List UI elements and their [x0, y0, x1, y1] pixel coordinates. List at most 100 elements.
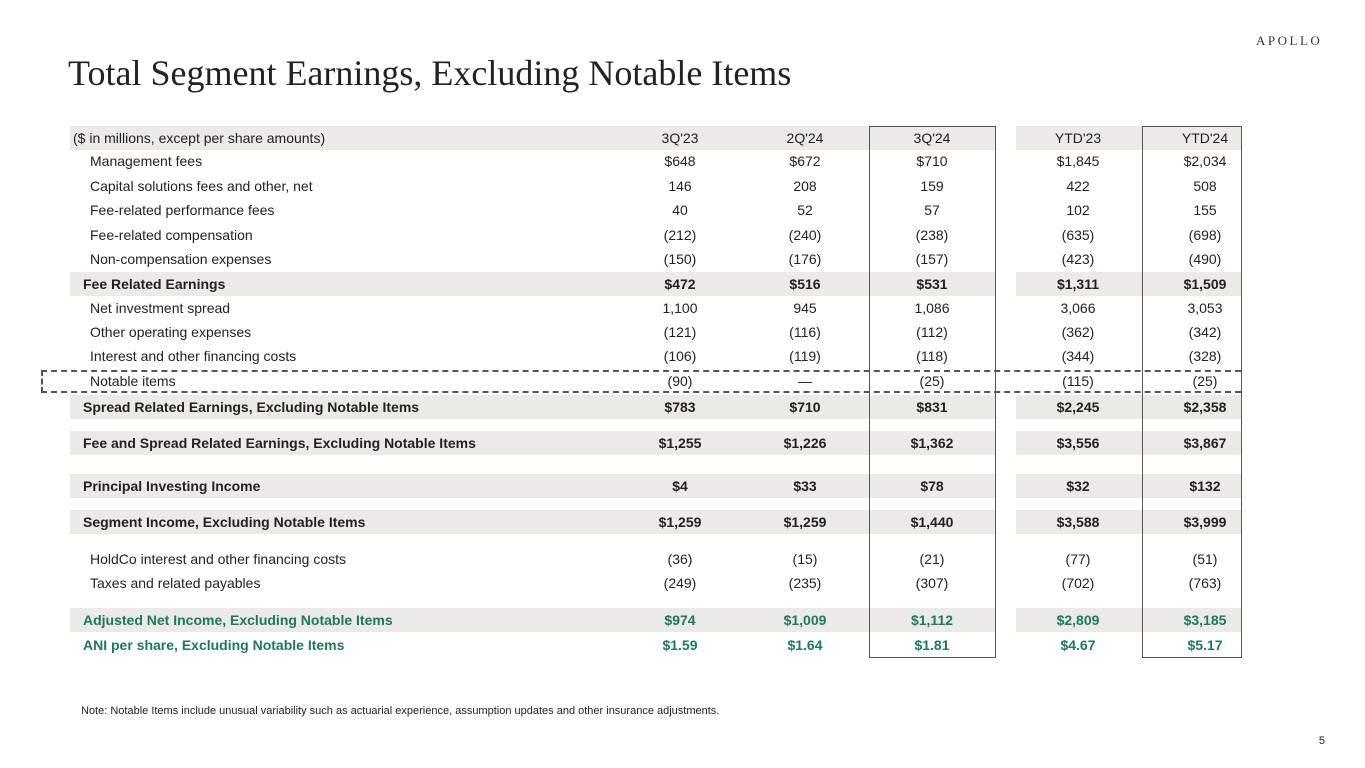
row-value: (328) — [1188, 348, 1222, 364]
table-row: Non-compensation expenses (150) (176) (157)… — [70, 247, 1241, 271]
col-header: YTD'24 — [1181, 130, 1229, 146]
row-value: 945 — [793, 300, 817, 316]
table-row: Other operating expenses (121) (116) (112) (… — [70, 320, 1241, 344]
row-label: Non-compensation expenses — [90, 251, 272, 267]
row-value: $33 — [793, 478, 817, 494]
row-value: (763) — [1188, 575, 1222, 591]
table-row: Fee Related Earnings $472 $516 $531 $1,311 $1… — [70, 272, 1241, 296]
col-header: 2Q'24 — [786, 130, 824, 146]
table-row: Spread Related Earnings, Excluding Notab… — [70, 395, 1241, 419]
row-value: (116) — [789, 324, 821, 340]
row-label: Segment Income, Excluding Notable Items — [83, 514, 366, 530]
row-value: (307) — [915, 575, 949, 591]
row-value: (423) — [1061, 251, 1095, 267]
apollo-logo: APOLLO — [1256, 33, 1323, 48]
row-value: $2,809 — [1056, 612, 1100, 628]
col-header: 3Q'23 — [661, 130, 699, 146]
row-value: (115) — [1062, 373, 1094, 389]
row-value: $472 — [664, 276, 696, 292]
row-value: $2,034 — [1183, 153, 1227, 169]
row-value: 508 — [1193, 178, 1217, 194]
table-row: Taxes and related payables (249) (235) (307… — [70, 571, 1241, 595]
row-value: $1.64 — [787, 637, 823, 653]
row-value: 155 — [1193, 202, 1217, 218]
row-value: (36) — [667, 551, 693, 567]
table-row: HoldCo interest and other financing cost… — [70, 547, 1241, 571]
table-row: Net investment spread 1,100 945 1,086 3,066 3… — [70, 296, 1241, 320]
row-value: (21) — [919, 551, 945, 567]
row-value: (698) — [1188, 227, 1222, 243]
row-value: 52 — [797, 202, 813, 218]
row-value: 146 — [668, 178, 692, 194]
row-value: 1,086 — [914, 300, 950, 316]
row-value: $3,588 — [1056, 514, 1100, 530]
row-value: $1,259 — [658, 514, 702, 530]
row-value: 3,053 — [1187, 300, 1223, 316]
row-value: $78 — [920, 478, 944, 494]
row-value: $710 — [789, 399, 821, 415]
row-value: (119) — [789, 348, 821, 364]
table-row: Fee-related performance fees 40 52 57 102 155 — [70, 198, 1241, 222]
row-value: (15) — [792, 551, 818, 567]
row-label: Spread Related Earnings, Excluding Notab… — [83, 399, 420, 415]
row-value: $531 — [916, 276, 948, 292]
row-value: $5.17 — [1187, 637, 1223, 653]
row-value: (490) — [1188, 251, 1222, 267]
row-value: $3,556 — [1056, 435, 1100, 451]
row-value: $4.67 — [1060, 637, 1096, 653]
row-value: $3,999 — [1183, 514, 1227, 530]
row-label: Fee-related performance fees — [90, 202, 275, 218]
row-label: Interest and other financing costs — [90, 348, 297, 364]
table-row: Interest and other financing costs (106) (… — [70, 344, 1241, 368]
row-value: $1,509 — [1183, 276, 1227, 292]
row-value: $1,311 — [1056, 276, 1100, 292]
table-row: Management fees $648 $672 $710 $1,845 $2,034 — [70, 149, 1241, 173]
row-value: (112) — [916, 324, 948, 340]
table-row: Fee-related compensation (212) (240) (238) (… — [70, 223, 1241, 247]
col-header: YTD'23 — [1054, 130, 1102, 146]
row-value: $710 — [916, 153, 948, 169]
row-value: 1,100 — [662, 300, 698, 316]
row-value: $1,259 — [783, 514, 827, 530]
row-value: (176) — [788, 251, 822, 267]
row-value: (25) — [919, 373, 945, 389]
row-label: Fee Related Earnings — [83, 276, 226, 292]
header-label: ($ in millions, except per share amounts… — [73, 130, 326, 146]
row-value: $1,226 — [783, 435, 827, 451]
row-value: $1.59 — [662, 637, 698, 653]
row-value: (635) — [1061, 227, 1095, 243]
row-value: $1,845 — [1056, 153, 1100, 169]
page-title: Total Segment Earnings, Excluding Notabl… — [68, 53, 792, 93]
row-value: — — [798, 373, 812, 389]
row-label: Other operating expenses — [90, 324, 252, 340]
row-value: $2,245 — [1056, 399, 1100, 415]
row-label: ANI per share, Excluding Notable Items — [83, 637, 345, 653]
table-row: Adjusted Net Income, Excluding Notable I… — [70, 608, 1241, 632]
row-value: $2,358 — [1183, 399, 1227, 415]
notable-items-highlight — [41, 370, 1241, 393]
row-label: HoldCo interest and other financing cost… — [90, 551, 347, 567]
row-label: Capital solutions fees and other, net — [90, 178, 313, 194]
footnote: Note: Notable Items include unusual vari… — [81, 705, 720, 717]
row-value: (249) — [663, 575, 697, 591]
row-value: (344) — [1061, 348, 1095, 364]
row-value: 57 — [924, 202, 940, 218]
table-row: Capital solutions fees and other, net 146… — [70, 174, 1241, 198]
row-value: $1,255 — [658, 435, 702, 451]
row-value: 3,066 — [1060, 300, 1096, 316]
row-value: (702) — [1061, 575, 1095, 591]
row-label: Net investment spread — [90, 300, 231, 316]
row-value: (51) — [1192, 551, 1218, 567]
row-value: $32 — [1066, 478, 1090, 494]
table-row: Fee and Spread Related Earnings, Excludi… — [70, 431, 1241, 455]
row-label: Adjusted Net Income, Excluding Notable I… — [83, 612, 393, 628]
table-row: Principal Investing Income $4 $33 $78 $32 $13… — [70, 474, 1241, 498]
row-value: (118) — [916, 348, 948, 364]
row-value: $783 — [664, 399, 696, 415]
row-value: (25) — [1192, 373, 1218, 389]
row-value: $4 — [672, 478, 688, 494]
row-value: $1,009 — [783, 612, 827, 628]
row-value: $1,362 — [910, 435, 954, 451]
row-label: Taxes and related payables — [90, 575, 261, 591]
row-value: (212) — [663, 227, 697, 243]
